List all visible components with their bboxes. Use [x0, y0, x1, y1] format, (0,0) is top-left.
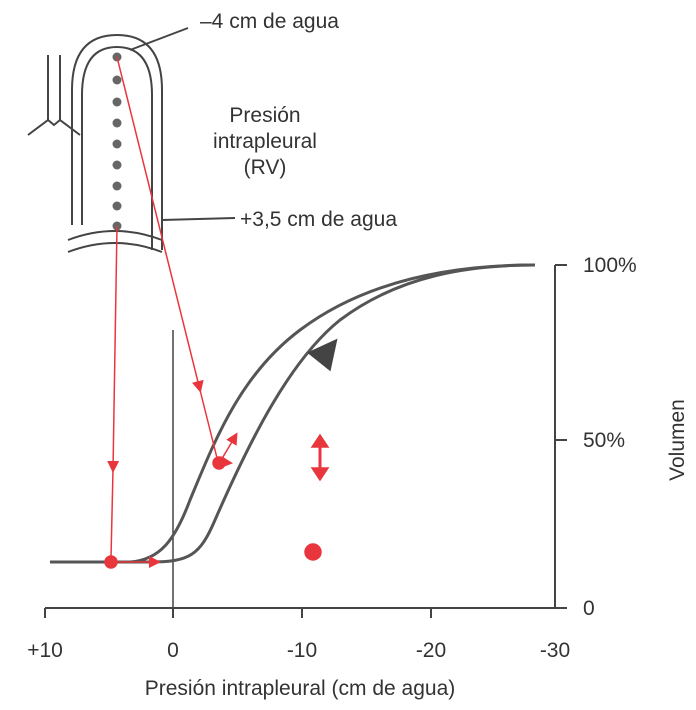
x-tick-label: -20 [416, 639, 446, 662]
x-axis-title: Presión intrapleural (cm de agua) [145, 677, 456, 700]
x-tick-label: -30 [540, 639, 570, 662]
axes [45, 265, 567, 618]
annotation: –4 cm de agua [200, 10, 339, 33]
curves [50, 265, 535, 562]
annotation: Presión [229, 104, 300, 127]
x-tick-label: +10 [27, 639, 63, 662]
y-tick-label: 100% [583, 254, 637, 277]
annotation: (RV) [244, 156, 287, 179]
x-tick-label: 0 [167, 639, 179, 662]
annotation: +3,5 cm de agua [240, 208, 397, 231]
annotation: intrapleural [213, 130, 317, 153]
y-axis-title: Volumen [666, 399, 689, 481]
diagram: –4 cm de agua Presión intrapleural (RV) … [0, 0, 696, 705]
y-tick-label: 50% [583, 429, 625, 452]
lung-drawing [28, 28, 235, 252]
y-tick-label: 0 [583, 597, 595, 620]
dots [113, 53, 122, 231]
x-tick-label: -10 [287, 639, 317, 662]
